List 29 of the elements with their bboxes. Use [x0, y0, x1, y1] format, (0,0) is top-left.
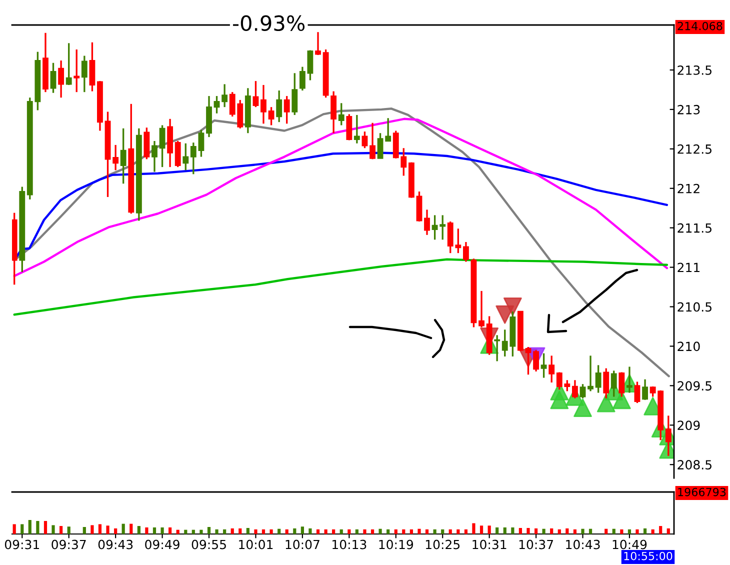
text: 214.068 — [678, 22, 722, 30]
x-tick-label: 10:19 — [379, 540, 414, 550]
x-tick-label: 10:43 — [566, 540, 600, 550]
y-tick-label: 211.5 — [678, 223, 712, 233]
x-tick-label: 10:01 — [239, 540, 273, 550]
x-tick-label: 10:07 — [286, 540, 320, 550]
x-tick-label: 09:55 — [192, 540, 226, 550]
text: 1966793 — [678, 488, 726, 496]
x-tick-label: 10:37 — [519, 540, 553, 550]
y-tick-label: 212 — [678, 184, 700, 194]
x-tick-label: 09:31 — [4, 540, 39, 550]
x-tick-label: 09:37 — [52, 540, 86, 550]
x-tick-label: 10:13 — [332, 540, 366, 550]
y-tick-label: 210 — [678, 342, 700, 352]
y-tick-label: 209 — [678, 420, 700, 430]
text: 10:55:00 — [624, 552, 672, 560]
chart-title: -0.93% — [233, 15, 305, 32]
y-tick-label: 208.5 — [678, 460, 712, 470]
x-tick-label: 10:25 — [426, 540, 460, 550]
y-tick-label: 211 — [678, 262, 700, 272]
x-tick-label: 09:49 — [145, 540, 180, 550]
x-tick-label: 10:31 — [472, 540, 506, 550]
x-tick-label: 09:43 — [98, 540, 133, 550]
x-tick-label: 10:49 — [612, 540, 647, 550]
y-tick-label: 213.5 — [678, 65, 712, 75]
y-tick-label: 210.5 — [678, 302, 712, 312]
y-tick-label: 213 — [678, 104, 700, 114]
y-tick-label: 212.5 — [678, 144, 712, 154]
y-tick-label: 209.5 — [678, 381, 712, 391]
